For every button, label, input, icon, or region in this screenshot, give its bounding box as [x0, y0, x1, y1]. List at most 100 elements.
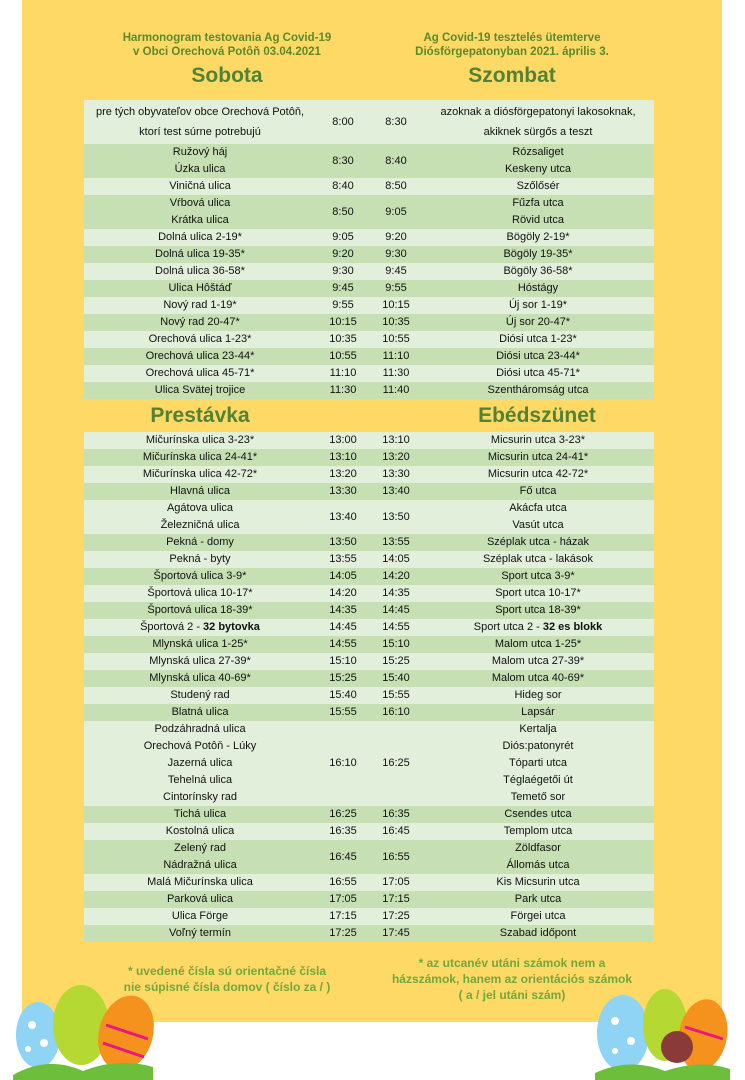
street-name: Vasút utca: [422, 517, 654, 534]
slovak-street-cell: Parková ulica: [84, 891, 316, 908]
start-time-cell: 11:30: [316, 382, 370, 399]
street-text: Szőlősér: [516, 180, 560, 192]
schedule-row: Vŕbová ulica Krátka ulica 8:50 9:05 Fűzfa ut…: [84, 195, 654, 229]
street-text: Diósi utca 1-23*: [499, 333, 577, 345]
slovak-street-cell: Ružový háj Úzka ulica: [84, 144, 316, 178]
start-time-cell: 13:10: [316, 449, 370, 466]
street-name: Diósi utca 1-23*: [422, 331, 654, 348]
end-time-cell: 16:45: [370, 823, 422, 840]
street-text: Sport utca 2 -: [473, 621, 543, 633]
street-text: Mlynská ulica 40-69*: [149, 672, 251, 684]
street-name: Park utca: [422, 891, 654, 908]
street-text: Rövid utca: [512, 214, 564, 226]
street-text: Vasút utca: [512, 519, 564, 531]
street-name: Malom utca 40-69*: [422, 670, 654, 687]
street-name: Malom utca 1-25*: [422, 636, 654, 653]
slovak-street-cell: Agátova ulica Železničná ulica: [84, 500, 316, 534]
schedule-row: Dolná ulica 19-35* 9:20 9:30 Bögöly 19-35*: [84, 246, 654, 263]
street-name: Viničná ulica: [84, 178, 316, 195]
street-name: Nový rad 20-47*: [84, 314, 316, 331]
street-text: Csendes utca: [504, 808, 572, 820]
slovak-street-cell: Ulica Förge: [84, 908, 316, 925]
street-name: Športová 2 - 32 bytovka: [84, 619, 316, 636]
street-text: Ulica Förge: [171, 910, 229, 922]
street-text: Mlynská ulica 27-39*: [149, 655, 251, 667]
easter-eggs-left-icon: [13, 985, 154, 1080]
street-name: Malom utca 27-39*: [422, 653, 654, 670]
street-name: Hlavná ulica: [84, 483, 316, 500]
hungarian-street-cell: azoknak a diósförgepatonyi lakosoknak, ak…: [422, 100, 654, 144]
title-sobota: Sobota: [191, 64, 263, 87]
hungarian-street-cell: Malom utca 40-69*: [422, 670, 654, 687]
street-text: Mlynská ulica 1-25*: [152, 638, 248, 650]
schedule-row: Pekná - byty 13:55 14:05 Széplak utca - lak…: [84, 551, 654, 568]
street-text: Nový rad 20-47*: [160, 316, 240, 328]
start-time-cell: 13:20: [316, 466, 370, 483]
end-time-cell: 16:35: [370, 806, 422, 823]
street-text: Hóstágy: [517, 282, 559, 294]
header-slovak: Harmonogram testovania Ag Covid-19 v Obc…: [67, 31, 387, 59]
hungarian-street-cell: Diósi utca 23-44*: [422, 348, 654, 365]
street-text: Zelený rad: [174, 842, 226, 854]
street-text: Kis Micsurin utca: [496, 876, 580, 888]
header-hu-line2: Diósförgepatonyban 2021. április 3.: [415, 46, 609, 58]
street-name: Pekná - byty: [84, 551, 316, 568]
street-text: Športová ulica 3-9*: [153, 570, 247, 582]
street-name: Bögöly 19-35*: [422, 246, 654, 263]
slovak-street-cell: Športová ulica 3-9*: [84, 568, 316, 585]
end-time-cell: 8:40: [370, 144, 422, 178]
start-time-cell: 16:35: [316, 823, 370, 840]
street-name: Kertalja: [422, 721, 654, 738]
start-time-cell: 17:25: [316, 925, 370, 942]
hungarian-street-cell: Kertalja Diós:patonyrét Tóparti utca Téglaé…: [422, 721, 654, 806]
street-name: Temető sor: [422, 789, 654, 806]
hungarian-street-cell: Park utca: [422, 891, 654, 908]
hungarian-street-cell: Rózsaliget Keskeny utca: [422, 144, 654, 178]
street-text: Téglaégetői út: [503, 774, 573, 786]
street-name: Jazerná ulica: [84, 755, 316, 772]
street-text: Széplak utca - házak: [486, 536, 590, 548]
schedule-row: Mlynská ulica 27-39* 15:10 15:25 Malom utca…: [84, 653, 654, 670]
schedule-row: Voľný termín 17:25 17:45 Szabad időpont: [84, 925, 654, 942]
end-time-cell: 15:55: [370, 687, 422, 704]
street-text: Állomás utca: [506, 859, 570, 871]
end-time-cell: 14:55: [370, 619, 422, 636]
street-text: Park utca: [514, 893, 562, 905]
footnote-hu-line2: házszámok, hanem az orientációs számok: [391, 972, 633, 986]
end-time-cell: 13:30: [370, 466, 422, 483]
footnote-sk-line1: * uvedené čísla sú orientačné čísla: [127, 964, 327, 978]
hungarian-street-cell: Új sor 1-19*: [422, 297, 654, 314]
easter-eggs-with-virus-right-icon: [595, 989, 730, 1080]
street-text: Krátka ulica: [171, 214, 229, 226]
slovak-street-cell: Mičurínska ulica 24-41*: [84, 449, 316, 466]
hungarian-street-cell: Malom utca 1-25*: [422, 636, 654, 653]
start-time-cell: 13:40: [316, 500, 370, 534]
slovak-street-cell: Dolná ulica 2-19*: [84, 229, 316, 246]
schedule-row: Dolná ulica 36-58* 9:30 9:45 Bögöly 36-58*: [84, 263, 654, 280]
street-name: Železničná ulica: [84, 517, 316, 534]
start-time-cell: 9:55: [316, 297, 370, 314]
start-time-cell: 8:30: [316, 144, 370, 178]
hungarian-street-cell: Hóstágy: [422, 280, 654, 297]
street-text: Parková ulica: [166, 893, 234, 905]
street-text: Templom utca: [503, 825, 573, 837]
street-name: Ulica Hôštáď: [84, 280, 316, 297]
street-text: Lapsár: [521, 706, 555, 718]
street-text: Mičurínska ulica 3-23*: [145, 434, 255, 446]
hungarian-street-cell: Zöldfasor Állomás utca: [422, 840, 654, 874]
schedule-row: Orechová ulica 1-23* 10:35 10:55 Diósi utca…: [84, 331, 654, 348]
street-name: Blatná ulica: [84, 704, 316, 721]
street-text: Diósi utca 23-44*: [496, 350, 580, 362]
hungarian-street-cell: Bögöly 2-19*: [422, 229, 654, 246]
street-name: Dolná ulica 19-35*: [84, 246, 316, 263]
schedule-row: Agátova ulica Železničná ulica 13:40 13:50 A…: [84, 500, 654, 534]
hungarian-street-cell: Sport utca 3-9*: [422, 568, 654, 585]
street-name: Mičurínska ulica 42-72*: [84, 466, 316, 483]
street-name: ktorí test súrne potrebujú: [84, 122, 316, 142]
street-text: Bögöly 2-19*: [506, 231, 570, 243]
hungarian-street-cell: Lapsár: [422, 704, 654, 721]
schedule-row: Orechová ulica 45-71* 11:10 11:30 Diósi utc…: [84, 365, 654, 382]
street-name: Állomás utca: [422, 857, 654, 874]
end-time-cell: 13:55: [370, 534, 422, 551]
street-text: Szentháromság utca: [487, 384, 589, 396]
